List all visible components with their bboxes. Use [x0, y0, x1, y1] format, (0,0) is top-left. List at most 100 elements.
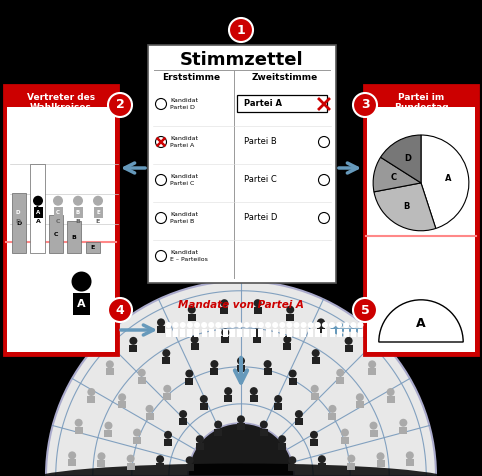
- Circle shape: [288, 456, 296, 464]
- Text: A: A: [35, 206, 40, 211]
- FancyBboxPatch shape: [280, 329, 285, 337]
- Circle shape: [224, 387, 232, 395]
- Wedge shape: [379, 300, 463, 342]
- FancyBboxPatch shape: [166, 329, 171, 337]
- FancyBboxPatch shape: [370, 430, 377, 436]
- Circle shape: [68, 451, 76, 459]
- FancyBboxPatch shape: [54, 207, 63, 218]
- Circle shape: [244, 322, 250, 328]
- Circle shape: [163, 385, 171, 393]
- Circle shape: [73, 196, 83, 206]
- FancyBboxPatch shape: [106, 368, 114, 376]
- Text: E: E: [96, 210, 100, 215]
- FancyBboxPatch shape: [7, 107, 115, 258]
- Circle shape: [286, 306, 294, 314]
- Circle shape: [97, 452, 106, 460]
- FancyBboxPatch shape: [238, 95, 327, 112]
- FancyBboxPatch shape: [49, 215, 63, 253]
- Circle shape: [301, 322, 307, 328]
- Text: D: D: [15, 219, 21, 224]
- FancyBboxPatch shape: [336, 377, 344, 384]
- Text: C: C: [390, 173, 397, 182]
- FancyBboxPatch shape: [406, 459, 414, 466]
- Text: Kandidat
Partei B: Kandidat Partei B: [170, 212, 198, 224]
- Text: Vertreter des
Wahlkreises: Vertreter des Wahlkreises: [27, 93, 95, 112]
- FancyBboxPatch shape: [311, 393, 319, 400]
- FancyBboxPatch shape: [34, 207, 42, 218]
- FancyBboxPatch shape: [274, 403, 282, 410]
- FancyBboxPatch shape: [250, 395, 258, 402]
- Circle shape: [274, 395, 282, 403]
- Circle shape: [186, 369, 193, 377]
- FancyBboxPatch shape: [312, 357, 320, 364]
- Circle shape: [318, 455, 326, 463]
- FancyBboxPatch shape: [138, 377, 146, 384]
- FancyBboxPatch shape: [164, 439, 172, 446]
- FancyBboxPatch shape: [127, 463, 134, 470]
- Text: 1: 1: [237, 23, 245, 37]
- Circle shape: [336, 369, 344, 377]
- FancyBboxPatch shape: [317, 327, 325, 333]
- Text: A: A: [77, 298, 86, 308]
- FancyBboxPatch shape: [163, 393, 171, 400]
- Circle shape: [157, 318, 165, 327]
- Circle shape: [127, 455, 134, 463]
- Circle shape: [279, 322, 285, 328]
- Circle shape: [315, 322, 321, 328]
- Text: Kandidat
Partei D: Kandidat Partei D: [170, 99, 198, 109]
- FancyBboxPatch shape: [230, 329, 235, 337]
- Circle shape: [319, 212, 330, 224]
- Text: Kandidat
Partei A: Kandidat Partei A: [170, 137, 198, 148]
- FancyBboxPatch shape: [308, 329, 313, 337]
- FancyBboxPatch shape: [278, 443, 286, 450]
- FancyBboxPatch shape: [194, 329, 200, 337]
- Text: B: B: [76, 219, 80, 224]
- Text: D: D: [16, 210, 20, 215]
- FancyBboxPatch shape: [180, 329, 185, 337]
- Circle shape: [283, 336, 292, 344]
- FancyBboxPatch shape: [367, 107, 475, 253]
- Text: A: A: [416, 317, 426, 329]
- FancyBboxPatch shape: [310, 439, 318, 446]
- FancyBboxPatch shape: [295, 418, 303, 425]
- Circle shape: [348, 455, 355, 463]
- Circle shape: [138, 369, 146, 377]
- Circle shape: [317, 318, 325, 327]
- FancyBboxPatch shape: [367, 238, 475, 352]
- Circle shape: [253, 328, 261, 337]
- Circle shape: [118, 393, 126, 401]
- Circle shape: [156, 250, 166, 261]
- Circle shape: [353, 298, 377, 322]
- Text: Partei im
Bundestag: Partei im Bundestag: [394, 93, 448, 112]
- Circle shape: [156, 455, 164, 463]
- FancyBboxPatch shape: [244, 329, 249, 337]
- Circle shape: [260, 421, 268, 428]
- FancyBboxPatch shape: [118, 401, 126, 408]
- Circle shape: [220, 299, 228, 307]
- FancyBboxPatch shape: [133, 436, 141, 444]
- Circle shape: [336, 322, 342, 328]
- FancyBboxPatch shape: [187, 329, 192, 337]
- Circle shape: [229, 322, 236, 328]
- FancyBboxPatch shape: [341, 436, 349, 444]
- Text: C: C: [54, 232, 58, 237]
- Circle shape: [75, 419, 82, 427]
- Circle shape: [211, 360, 218, 368]
- FancyBboxPatch shape: [87, 396, 95, 403]
- FancyBboxPatch shape: [344, 329, 349, 337]
- FancyBboxPatch shape: [75, 427, 82, 434]
- Wedge shape: [46, 281, 436, 476]
- FancyBboxPatch shape: [315, 329, 321, 337]
- FancyBboxPatch shape: [157, 327, 165, 333]
- FancyBboxPatch shape: [86, 242, 100, 253]
- FancyBboxPatch shape: [129, 345, 137, 352]
- Circle shape: [105, 422, 112, 430]
- Circle shape: [322, 322, 328, 328]
- Circle shape: [358, 322, 363, 328]
- Circle shape: [406, 451, 414, 459]
- FancyBboxPatch shape: [318, 463, 326, 470]
- FancyBboxPatch shape: [387, 396, 395, 403]
- Circle shape: [87, 388, 95, 396]
- Circle shape: [308, 322, 314, 328]
- FancyBboxPatch shape: [179, 418, 187, 425]
